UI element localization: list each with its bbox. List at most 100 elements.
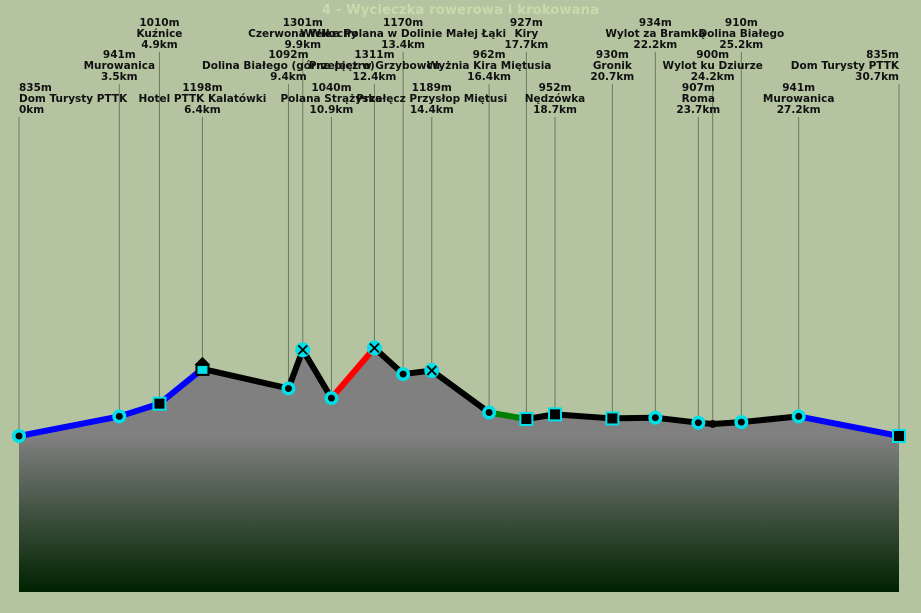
route-segment [199,365,292,392]
waypoint-marker [892,429,906,443]
waypoint-marker [548,407,563,422]
label-elevation: 1189m [412,82,452,94]
route-segment [652,414,702,426]
label-elevation: 934m [639,17,672,29]
label-elevation: 952m [539,82,572,94]
waypoint-marker [281,381,296,396]
label-elevation: 1170m [383,17,423,29]
route-segment [16,413,123,439]
waypoint-marker [734,415,749,430]
label-name: Kiry [514,28,538,40]
label-name: Dom Turysty PTTK [791,60,900,72]
label-elevation: 1311m [354,49,394,61]
label-distance: 20.7km [590,71,634,83]
label-name: Gronik [593,60,633,72]
label-elevation: 1010m [139,17,179,29]
label-name: Czerwona Wierchy [248,28,357,40]
label-distance: 9.4km [270,71,307,83]
label-elevation: 941m [103,49,136,61]
label-distance: 4.9km [141,39,178,51]
label-distance: 22.2km [633,39,677,51]
label-name: Polana Strążyska [280,93,382,105]
marker-center [284,384,292,392]
route-segment [156,365,206,407]
waypoint-marker [12,429,26,443]
waypoint-marker [519,411,534,426]
waypoint-marker [482,405,497,420]
label-distance: 23.7km [676,104,720,116]
marker-center [894,431,904,441]
label-distance: 12.4km [353,71,397,83]
label-elevation: 835m [866,49,899,61]
label-name: Wyżnia Kira Miętusia [427,60,552,72]
label-name: Hotel PTTK Kalatówki [139,93,267,105]
marker-center [694,419,702,427]
waypoint-marker [605,411,620,426]
label-elevation: 927m [510,17,543,29]
hut-marker-icon [195,363,210,376]
dot-marker-icon [708,419,717,428]
waypoint-marker [691,415,706,430]
route-segment [795,413,902,439]
marker-center [795,412,803,420]
label-distance: 27.2km [777,104,821,116]
label-elevation: 1040m [311,82,351,94]
label-elevation: 1301m [283,17,323,29]
label-distance: 30.7km [855,71,899,83]
waypoint-marker [194,356,211,376]
waypoint-marker [424,363,440,379]
marker-center [651,414,659,422]
marker-center [607,413,618,424]
label-name: Wielka Polana w Dolinie Małej Łąki [300,28,506,40]
label-distance: 0km [19,104,44,116]
route-segment [738,413,802,426]
label-name: Wylot ku Dziurze [663,60,763,72]
label-distance: 25.2km [719,39,763,51]
label-distance: 14.4km [410,104,454,116]
label-distance: 24.2km [691,71,735,83]
label-name: Dolina Białego [698,28,784,40]
waypoint-marker [295,342,311,358]
waypoint-marker [648,410,663,425]
waypoint-marker [708,419,717,428]
route-segment [552,411,616,422]
hut-roof [194,356,211,365]
marker-cross [297,344,308,355]
marker-center [399,370,407,378]
route-segment [609,414,659,422]
label-name: Dom Turysty PTTK [19,93,128,105]
label-elevation: 1198m [182,82,222,94]
label-elevation: 910m [725,17,758,29]
label-elevation: 1092m [268,49,308,61]
label-distance: 17.7km [504,39,548,51]
label-name: Dolina Białego (górne piętro) [202,60,375,72]
guide-lines [18,52,900,436]
chart-title: 4 - Wycieczka rowerowa i krokowana [321,3,600,18]
waypoint-marker [396,367,411,382]
label-name: Murowanica [84,60,156,72]
marker-center [115,412,123,420]
route-segment [428,367,493,416]
marker-cross [369,342,380,354]
label-name: Przełęcz w Grzybowcu [309,60,440,72]
waypoint-marker [112,409,127,424]
waypoint-marker [324,391,339,406]
marker-cross [426,365,437,376]
label-name: Przełęcz Przysłop Miętusi [356,93,507,105]
waypoint-markers [12,340,906,443]
elevation-area [19,348,899,592]
marker-center [550,409,561,420]
route-segment [328,345,378,402]
route-segment [299,346,335,402]
marker-center [15,432,23,440]
label-name: Kuźnice [136,28,182,40]
label-distance: 6.4km [184,104,221,116]
label-elevation: 900m [696,49,729,61]
marker-center [154,398,165,409]
label-distance: 13.4km [381,39,425,51]
label-elevation: 941m [782,82,815,94]
marker-center [327,394,335,402]
label-elevation: 962m [473,49,506,61]
